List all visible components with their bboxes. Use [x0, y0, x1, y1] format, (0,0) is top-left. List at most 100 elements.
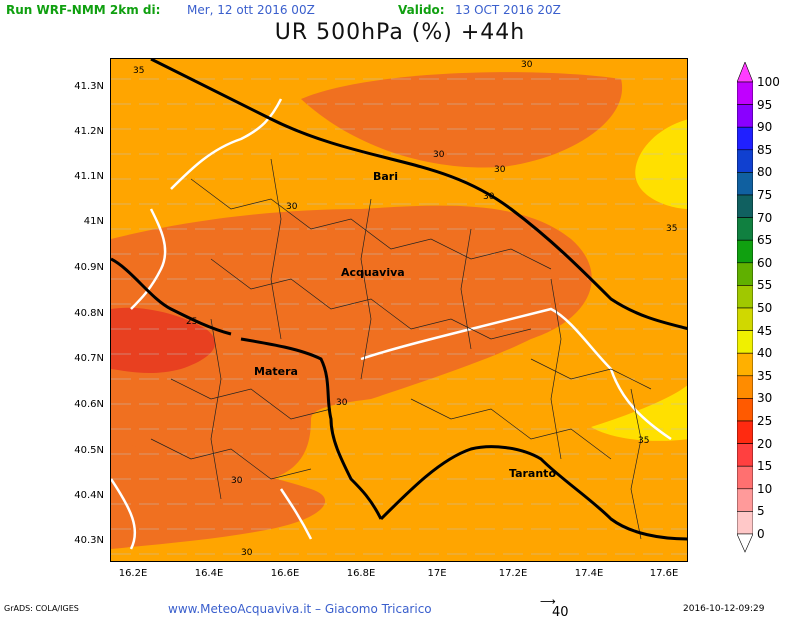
- contour-label: 30: [483, 192, 495, 202]
- legend-level-label: 0: [757, 527, 765, 541]
- contour-label: 35: [638, 436, 649, 446]
- legend-svg: [736, 61, 754, 553]
- legend-swatch: [736, 104, 754, 128]
- legend-level-label: 95: [757, 97, 773, 112]
- legend-level-label: 85: [757, 142, 773, 157]
- legend-level-label: 80: [757, 165, 773, 180]
- contour-label: 30: [494, 165, 506, 175]
- lon-label: 17.6E: [649, 568, 679, 579]
- legend-level-label: 10: [757, 481, 773, 496]
- legend-swatch: [736, 488, 754, 512]
- wind-streaks: [111, 78, 687, 555]
- lon-label: 17.2E: [498, 568, 528, 579]
- lat-label: 40.3N: [74, 535, 104, 546]
- legend-colorbar: [736, 61, 754, 558]
- contour-label: 30: [286, 202, 298, 212]
- contour-labels: 35 30 30 30 30 30 35 25 30 30 35 30: [133, 60, 677, 558]
- lon-label: 16.2E: [118, 568, 148, 579]
- timestamp: 2016-10-12-09:29: [683, 604, 765, 614]
- city-label-acquaviva: Acquaviva: [341, 266, 405, 279]
- legend-level-label: 100: [757, 75, 780, 89]
- contour-label: 35: [133, 66, 144, 76]
- lon-label: 17.4E: [574, 568, 604, 579]
- site-credit: www.MeteoAcquaviva.it – Giacomo Tricaric…: [168, 602, 432, 616]
- lon-label: 16.4E: [194, 568, 224, 579]
- legend-level-label: 45: [757, 323, 773, 338]
- city-label-taranto: Taranto: [509, 467, 556, 480]
- init-time: Mer, 12 ott 2016 00Z: [187, 3, 315, 17]
- city-label-matera: Matera: [254, 365, 298, 378]
- legend-level-label: 75: [757, 188, 773, 202]
- legend-bars: [736, 61, 754, 553]
- humidity-zone: [111, 439, 326, 549]
- legend-swatch: [736, 217, 754, 241]
- legend-swatch: [736, 285, 754, 309]
- legend-level-label: 60: [757, 255, 773, 270]
- province-borders: [111, 98, 672, 550]
- legend-level-label: 55: [757, 278, 773, 293]
- valid-label: Valido:: [398, 3, 445, 17]
- legend-level-label: 40: [757, 346, 773, 361]
- humidity-zone: [111, 205, 592, 539]
- legend-level-label: 50: [757, 301, 773, 315]
- legend-level-label: 65: [757, 233, 773, 248]
- legend-level-label: 35: [757, 368, 773, 383]
- legend-swatch: [736, 126, 754, 151]
- legend-level-label: 15: [757, 459, 773, 474]
- contour-label: 30: [336, 398, 348, 408]
- legend-swatch: [736, 375, 754, 399]
- humidity-map: 35 30 30 30 30 30 35 25 30 30 35 30 Bari…: [110, 58, 688, 562]
- lat-label: 41.1N: [74, 171, 104, 182]
- humidity-zone: [301, 72, 623, 168]
- legend-swatch: [736, 352, 754, 377]
- coastline: [111, 59, 687, 541]
- legend-swatch: [736, 465, 754, 490]
- legend-swatch: [736, 149, 754, 173]
- municipal-borders: [150, 158, 652, 540]
- run-label: Run WRF-NMM 2km di:: [6, 3, 161, 17]
- legend-swatch: [736, 330, 754, 354]
- legend-swatch: [736, 262, 754, 286]
- legend-swatch: [736, 443, 754, 467]
- lat-label: 41N: [83, 216, 104, 227]
- lat-label: 40.9N: [74, 262, 104, 273]
- legend-top-arrow: [736, 61, 754, 83]
- lat-label: 40.8N: [74, 308, 104, 319]
- lat-label: 40.6N: [74, 399, 104, 410]
- lat-label: 40.7N: [74, 353, 104, 364]
- lat-label: 41.3N: [74, 81, 104, 92]
- legend-swatch: [736, 81, 754, 105]
- legend-level-label: 5: [757, 504, 765, 519]
- lon-label: 17E: [427, 568, 447, 579]
- contour-label: 35: [666, 224, 677, 234]
- legend-level-label: 90: [757, 120, 773, 135]
- humidity-zone: [111, 307, 216, 374]
- grads-credit: GrADS: COLA/IGES: [4, 604, 79, 613]
- legend-level-label: 20: [757, 436, 773, 451]
- lon-label: 16.8E: [346, 568, 376, 579]
- legend-swatch: [736, 307, 754, 331]
- lon-label: 16.6E: [270, 568, 300, 579]
- legend-level-label: 25: [757, 414, 773, 428]
- legend-swatch: [736, 239, 754, 264]
- valid-time: 13 OCT 2016 20Z: [455, 3, 561, 17]
- legend-swatch: [736, 398, 754, 422]
- vector-reference-value: 40: [552, 605, 569, 620]
- lat-label: 40.4N: [74, 490, 104, 501]
- humidity-zone: [635, 119, 687, 209]
- city-label-bari: Bari: [373, 170, 398, 183]
- contour-label: 25: [186, 317, 197, 327]
- legend-level-label: 70: [757, 210, 773, 225]
- contour-label: 30: [521, 60, 533, 70]
- arrow-icon: ⟶: [540, 595, 556, 608]
- legend-swatch: [736, 511, 754, 535]
- legend-swatch: [736, 420, 754, 444]
- legend-bottom-arrow: [736, 533, 754, 553]
- lat-label: 40.5N: [74, 445, 104, 456]
- contour-label: 30: [433, 150, 445, 160]
- contour-label: 30: [241, 548, 253, 558]
- legend-level-label: 30: [757, 391, 773, 406]
- legend-swatch: [736, 194, 754, 218]
- legend-swatch: [736, 172, 754, 196]
- contour-label: 30: [231, 476, 243, 486]
